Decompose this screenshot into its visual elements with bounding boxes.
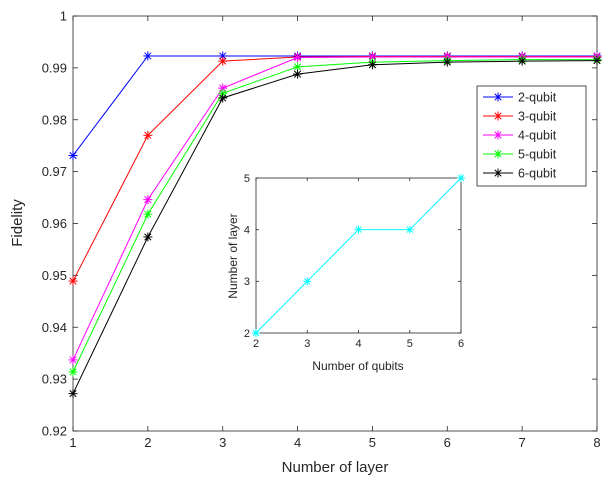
data-point-4-qubit xyxy=(293,53,303,62)
inset-plot-area xyxy=(255,177,462,334)
data-point-3-qubit xyxy=(68,276,78,286)
main-y-tick-label: 0.98 xyxy=(42,112,67,127)
inset-x-tick-label: 5 xyxy=(407,338,413,350)
data-point-2-qubit xyxy=(68,151,78,161)
legend-label: 6-qubit xyxy=(518,167,557,181)
main-x-tick-label: 4 xyxy=(294,435,301,450)
legend-label: 5-qubit xyxy=(518,148,557,162)
data-point-6-qubit xyxy=(367,60,377,70)
main-y-tick-label: 0.99 xyxy=(42,60,67,75)
main-y-tick-label: 0.95 xyxy=(42,268,67,283)
main-x-tick-label: 7 xyxy=(519,435,526,450)
main-y-tick-label: 1 xyxy=(60,9,67,24)
legend-marker-4-qubit xyxy=(493,130,503,140)
data-point-6-qubit xyxy=(293,69,303,79)
data-point-6-qubit xyxy=(68,389,78,399)
data-point-6-qubit xyxy=(218,93,228,103)
legend-marker-6-qubit xyxy=(493,168,503,178)
data-point-4-qubit xyxy=(143,195,153,205)
main-x-tick-label: 3 xyxy=(219,435,226,450)
series-line-5-qubit xyxy=(72,59,597,373)
legend-label: 2-qubit xyxy=(518,91,557,105)
data-point-5-qubit xyxy=(143,209,153,219)
series-line-6-qubit xyxy=(72,60,598,394)
data-point-2-qubit xyxy=(143,51,153,61)
main-series-group xyxy=(68,51,602,399)
inset-data-point xyxy=(354,225,363,234)
main-y-tick-label: 0.93 xyxy=(42,372,67,387)
main-x-tick-label: 6 xyxy=(444,435,451,450)
legend-label: 3-qubit xyxy=(518,110,557,124)
data-point-3-qubit xyxy=(218,56,228,66)
data-point-6-qubit xyxy=(143,232,153,242)
main-x-tick-label: 5 xyxy=(369,435,376,450)
inset-y-axis-label: Number of layer xyxy=(226,213,240,298)
main-y-axis: 0.92 0.93 0.94 0.95 0.96 0.97 0.98 0.99 1 xyxy=(42,9,597,439)
main-y-axis-label: Fidelity xyxy=(9,199,26,247)
series-line-2-qubit xyxy=(72,55,597,156)
data-point-4-qubit xyxy=(68,355,78,365)
legend-box xyxy=(476,85,587,187)
inset-x-tick-label: 3 xyxy=(304,338,310,350)
main-x-tick-label: 8 xyxy=(593,435,600,450)
data-point-6-qubit xyxy=(442,57,452,67)
main-y-tick-label: 0.97 xyxy=(42,164,67,179)
main-y-tick-label: 0.92 xyxy=(42,424,67,439)
data-point-6-qubit xyxy=(592,56,602,66)
data-point-5-qubit xyxy=(68,367,78,377)
inset-y-tick-label: 4 xyxy=(244,225,250,237)
main-x-axis-label: Number of layer xyxy=(282,459,389,476)
main-x-tick-label: 2 xyxy=(144,435,151,450)
legend-label: 4-qubit xyxy=(518,129,557,143)
inset-y-tick-label: 5 xyxy=(244,173,250,185)
inset-y-tick-label: 2 xyxy=(244,328,250,340)
series-line-4-qubit xyxy=(72,56,597,361)
inset-x-axis-label: Number of qubits xyxy=(312,359,403,373)
inset-x-tick-label: 2 xyxy=(253,338,259,350)
inset-x-tick-label: 4 xyxy=(355,338,361,350)
inset-axes: 2 3 4 5 6 2 3 4 5 Number of qubits Number of la… xyxy=(226,173,465,373)
legend-marker-2-qubit xyxy=(493,92,503,102)
inset-x-tick-label: 6 xyxy=(458,338,464,350)
main-x-axis: 1 2 3 4 5 6 7 8 xyxy=(69,16,601,450)
data-point-6-qubit xyxy=(517,56,527,66)
legend: 2-qubit 3-qubit 4-qubit 5-qubit 6-qubit xyxy=(476,85,587,187)
data-point-3-qubit xyxy=(143,130,153,140)
inset-data-point xyxy=(252,329,260,337)
main-y-tick-label: 0.94 xyxy=(42,320,67,335)
inset-data-point xyxy=(457,174,465,182)
inset-data-point xyxy=(405,225,414,234)
data-point-5-qubit xyxy=(293,62,303,72)
main-y-tick-label: 0.96 xyxy=(42,216,67,231)
inset-series-group xyxy=(252,174,465,337)
inset-y-tick-label: 3 xyxy=(244,276,250,288)
series-line-3-qubit xyxy=(72,55,597,282)
main-x-tick-label: 1 xyxy=(69,435,76,450)
inset-data-point xyxy=(303,277,312,286)
legend-marker-5-qubit xyxy=(493,149,503,159)
legend-marker-3-qubit xyxy=(493,111,503,121)
